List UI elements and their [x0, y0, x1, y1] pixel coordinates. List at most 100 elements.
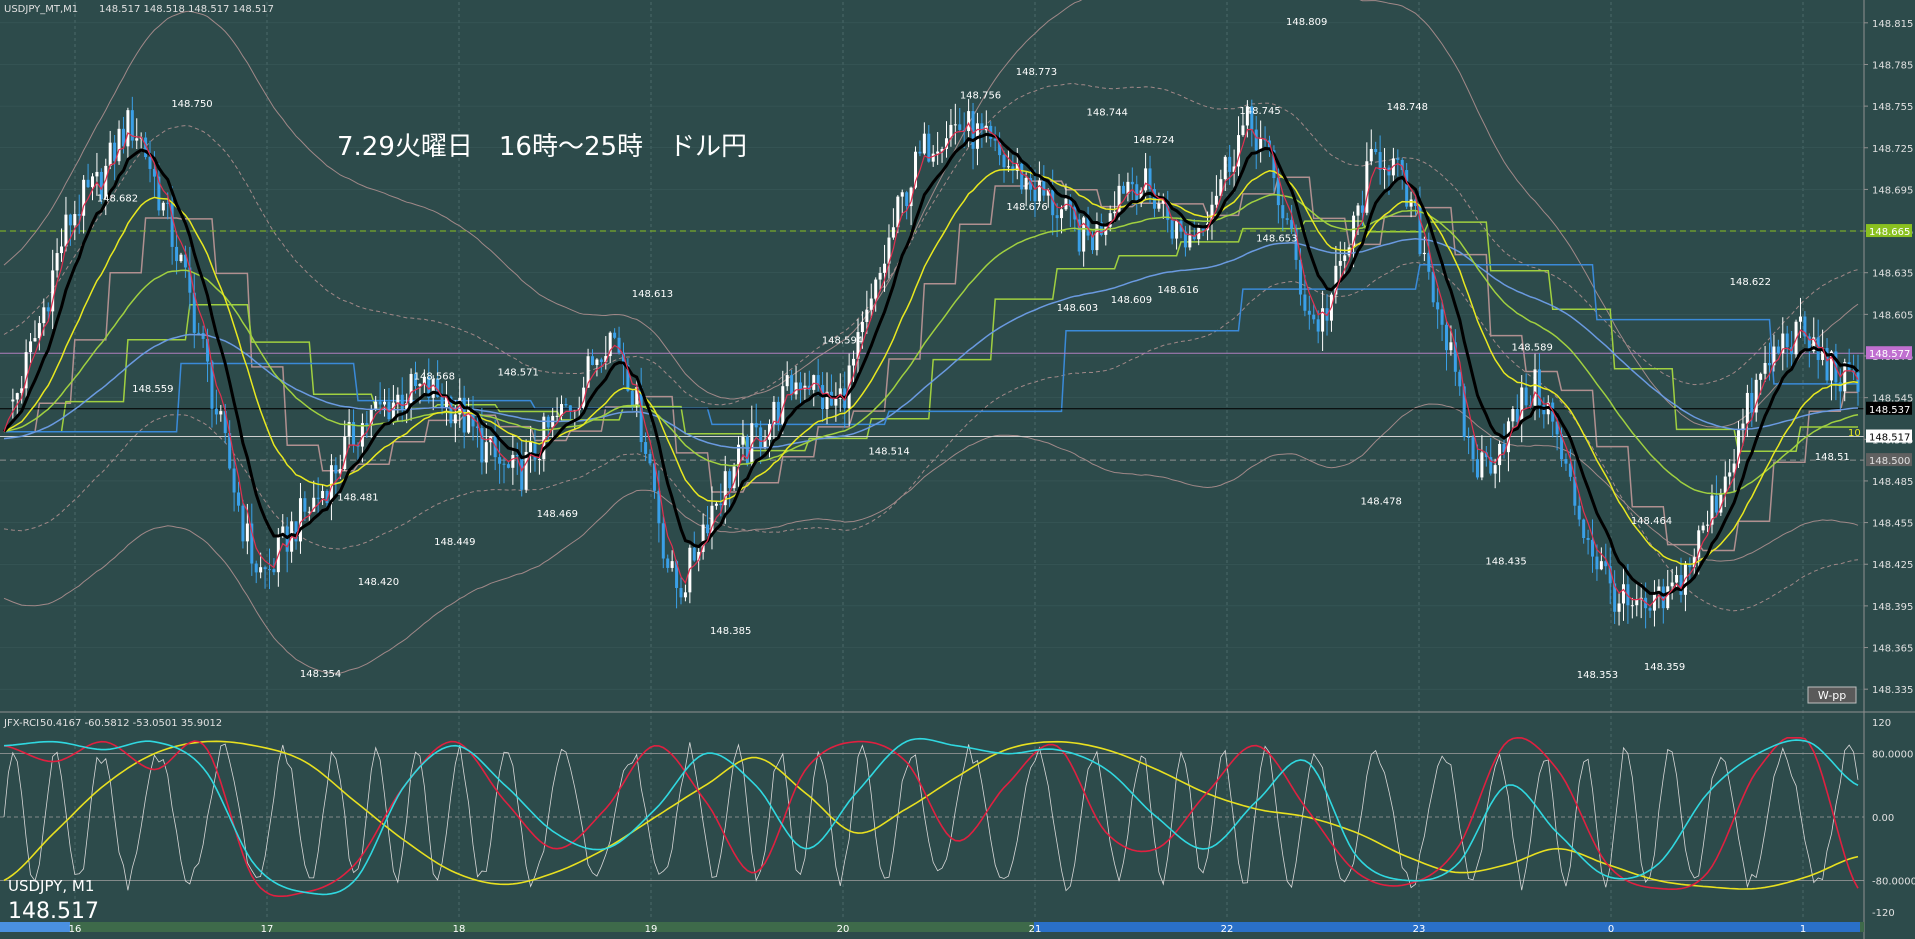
candle-body: [1099, 222, 1103, 235]
candle-body: [701, 524, 705, 552]
candle-body: [1723, 476, 1727, 494]
price-label: 148.571: [498, 368, 539, 379]
candle-body: [798, 382, 802, 390]
candle-body: [135, 138, 139, 141]
candle-body: [772, 401, 776, 425]
candle-body: [1223, 156, 1227, 180]
candle-body: [1431, 271, 1435, 303]
candle-body: [444, 396, 448, 408]
candle-body: [613, 332, 617, 338]
candle-body: [1560, 434, 1564, 460]
candle-body: [944, 138, 948, 150]
candle-body: [1449, 342, 1453, 351]
candle-body: [210, 361, 214, 409]
candle-body: [595, 359, 599, 365]
step-line-blue: [4, 264, 1858, 433]
candle-body: [1188, 235, 1192, 248]
candle-body: [1011, 166, 1015, 171]
candle-body: [360, 423, 364, 447]
candle-body: [259, 567, 263, 573]
candle-body: [1157, 203, 1161, 209]
candle-body: [1444, 324, 1448, 351]
candle-body: [1082, 217, 1086, 252]
candle-body: [630, 390, 634, 407]
candle-body: [1586, 538, 1590, 540]
candle-body: [1060, 209, 1064, 219]
y-tick-label: 148.785: [1872, 60, 1913, 71]
candle-body: [431, 379, 435, 398]
candle-body: [1652, 593, 1656, 611]
candle-body: [1440, 309, 1444, 325]
candle-body: [812, 375, 816, 390]
candle-body: [710, 505, 714, 534]
candle-body: [874, 279, 878, 299]
candle-body: [1741, 423, 1745, 431]
x-tick-label: 23: [1413, 924, 1426, 935]
candle-body: [1360, 205, 1364, 213]
candle-body: [1626, 584, 1630, 606]
candle-body: [838, 388, 842, 399]
candle-body: [498, 457, 502, 464]
candle-body: [241, 505, 245, 542]
candle-body: [175, 246, 179, 262]
candle-body: [1113, 211, 1117, 214]
ma-green: [3, 193, 1859, 495]
candle-body: [781, 386, 785, 425]
x-tick-label: 18: [453, 924, 466, 935]
wpp-button[interactable]: W-pp: [1807, 686, 1857, 704]
candle-body: [281, 526, 285, 537]
rci-white-line: [3, 742, 1859, 892]
price-label: 148.724: [1133, 135, 1174, 146]
candle-body: [661, 523, 665, 559]
price-label: 148.756: [960, 91, 1001, 102]
candle-body: [68, 214, 72, 226]
candle-body: [1020, 163, 1024, 190]
candle-body: [1139, 190, 1143, 203]
candle-body: [1352, 215, 1356, 248]
candle-body: [1436, 302, 1440, 310]
candle-body: [418, 383, 422, 387]
candle-body: [644, 442, 648, 454]
candle-body: [737, 444, 741, 467]
indicator-values: 50.4167 -60.5812 -53.0501 35.9012: [40, 718, 222, 729]
candle-body: [1484, 452, 1488, 458]
candle-body: [1675, 575, 1679, 583]
price-label: 148.609: [1111, 295, 1152, 306]
band-outer: [3, 403, 1859, 674]
candle-body: [60, 246, 64, 254]
candle-body: [745, 436, 749, 464]
candle-body: [250, 523, 254, 564]
candle-body: [506, 464, 510, 468]
candle-body: [980, 123, 984, 131]
candle-body: [1737, 430, 1741, 464]
ma-blue: [3, 238, 1859, 449]
x-tick-label: 19: [645, 924, 658, 935]
price-label: 148.748: [1387, 102, 1428, 113]
candle-body: [529, 442, 533, 452]
candle-body: [263, 567, 267, 570]
ma-yellow: [3, 168, 1859, 565]
candle-body: [1276, 178, 1280, 206]
candle-body: [706, 524, 710, 534]
candle-body: [1524, 387, 1528, 406]
candle-body: [33, 338, 37, 342]
candle-body: [1825, 347, 1829, 381]
candle-body: [99, 171, 103, 200]
candle-body: [321, 490, 325, 499]
candle-body: [1621, 584, 1625, 604]
candle-body: [1648, 608, 1652, 611]
level-label-bg: [1866, 346, 1912, 360]
wpp-button-label: W-pp: [1818, 689, 1846, 702]
price-label: 148.568: [414, 372, 455, 383]
rci-tick-label: 80.0000: [1872, 750, 1913, 761]
candle-body: [931, 153, 935, 162]
candle-body: [1024, 177, 1028, 190]
candle-body: [1126, 181, 1130, 194]
candle-body: [1272, 150, 1276, 179]
candle-body: [148, 157, 152, 169]
candle-body: [183, 254, 187, 268]
level-label: 148.665: [1869, 227, 1910, 238]
candle-body: [719, 503, 723, 506]
